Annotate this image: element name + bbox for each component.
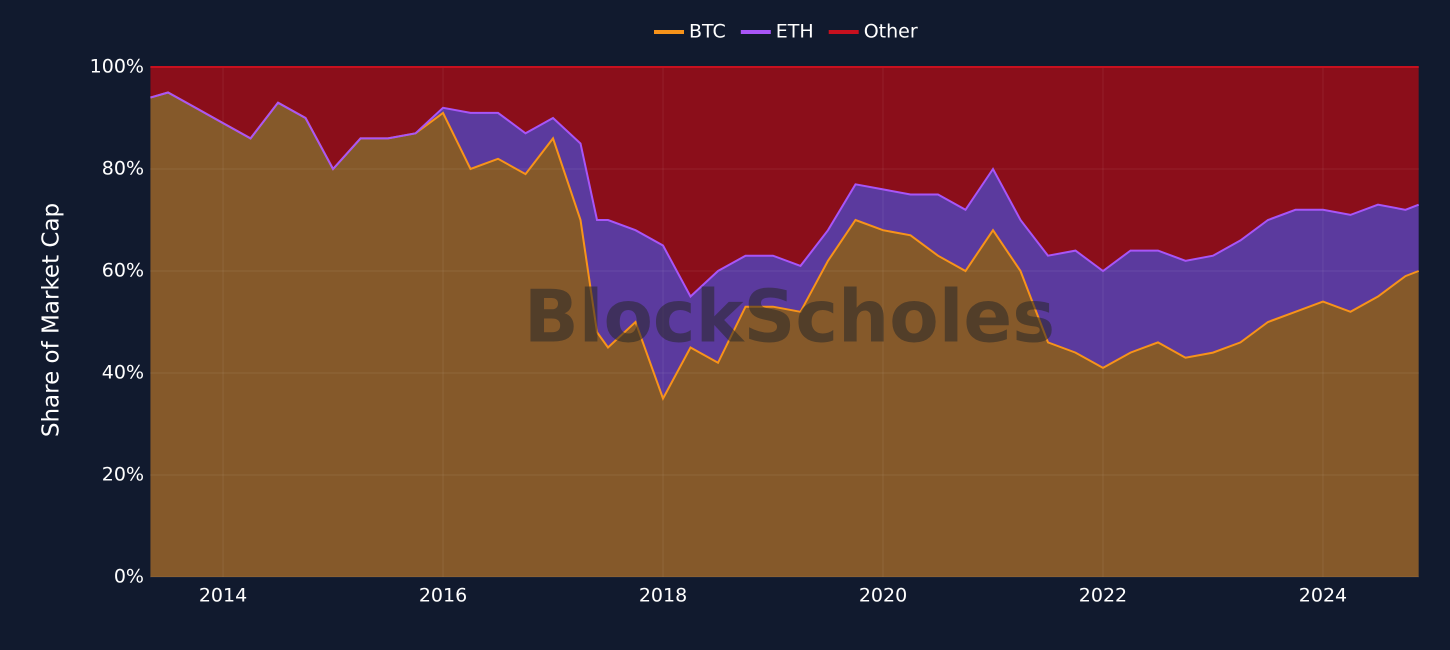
y-tick-label: 40%	[102, 362, 144, 384]
y-tick-label: 100%	[90, 56, 144, 78]
area	[150, 92, 1419, 399]
watermark: BlockScholes	[524, 275, 1055, 359]
series-line	[150, 91, 1420, 299]
legend-label: BTC	[689, 21, 726, 43]
area	[150, 92, 1419, 577]
y-tick-label: 0%	[114, 566, 144, 588]
x-tick-label: 2020	[859, 585, 907, 607]
x-tick-label: 2014	[199, 585, 247, 607]
y-tick-label: 20%	[102, 464, 144, 486]
legend-label: ETH	[776, 21, 814, 43]
x-tick-label: 2018	[639, 585, 687, 607]
x-tick-label: 2024	[1299, 585, 1347, 607]
y-tick-label: 60%	[102, 260, 144, 282]
y-axis-label: Share of Market Cap	[39, 203, 65, 437]
y-tick-label: 80%	[102, 158, 144, 180]
legend-label: Other	[864, 21, 918, 43]
x-tick-label: 2016	[419, 585, 467, 607]
x-tick-label: 2022	[1079, 585, 1127, 607]
area	[150, 67, 1419, 297]
